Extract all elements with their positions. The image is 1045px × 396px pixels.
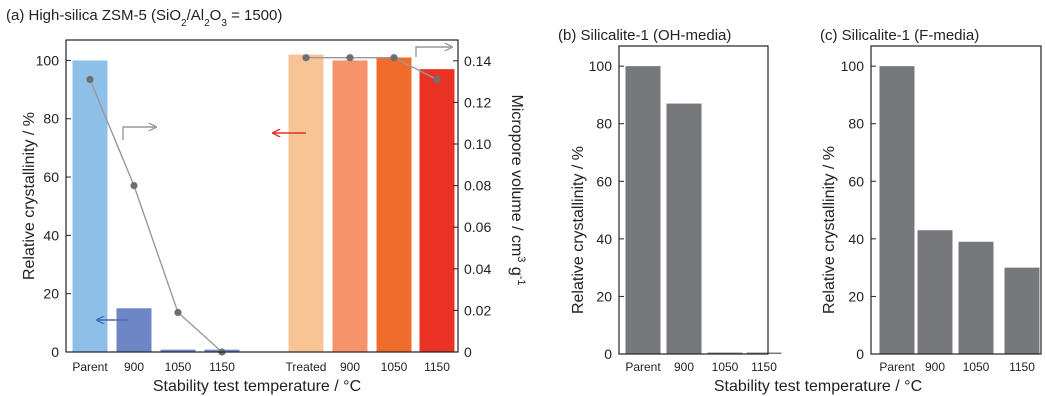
panel-c-ytick-label-3: 60: [848, 173, 864, 189]
panel-a-y2tick-label-1: 0.02: [464, 302, 491, 318]
panel-a-ytick-label-1: 20: [43, 286, 59, 302]
panel-b-plot: 0 20 40 60 80 100 Parent 900 1050 1150: [589, 45, 782, 374]
panel-b-bar-0: [625, 66, 661, 354]
right-axis-arrow-left-group: [122, 127, 156, 140]
panel-c-ytick-label-4: 80: [848, 116, 864, 132]
panel-a-y2tick-label-3: 0.06: [464, 219, 491, 235]
panel-a-bar-5: [332, 60, 368, 352]
panel-a: (a) High-silica ZSM-5 (SiO2/Al2O3 = 1500…: [6, 7, 527, 395]
panel-a-axes: 0 20 40 60 80 100 0 0.02 0.04 0.06 0.08 0.10 0.12 0.1…: [36, 39, 491, 374]
panel-a-ylabel: Relative crystallinity / %: [21, 112, 38, 280]
panel-b-bar-1: [666, 103, 702, 354]
panel-a-y2tick-label-4: 0.08: [464, 178, 491, 194]
panel-c-plot: 0 20 40 60 80 100 Parent 900 1050 1150: [841, 45, 1042, 374]
panel-b-ytick-label-1: 20: [596, 288, 612, 304]
panel-a-bars: [72, 54, 455, 353]
panel-c: (c) Silicalite-1 (F-media) 0 20 40 60 80 100 P…: [820, 27, 1042, 374]
panel-a-bar-1: [116, 308, 152, 352]
panel-b-frame: [618, 45, 769, 355]
panel-a-frame: [65, 39, 459, 353]
panel-c-xtick-label-3: 1150: [1009, 360, 1035, 374]
panel-b-xtick-label-3: 1150: [751, 360, 777, 374]
panel-c-xtick-label-1: 900: [925, 360, 945, 374]
panel-b-title: (b) Silicalite-1 (OH-media): [558, 27, 731, 44]
panel-c-xtick-label-2: 1050: [963, 360, 990, 374]
panel-a-ytick-label-0: 0: [51, 344, 59, 360]
panel-a-line-0-point-2: [174, 308, 182, 317]
panel-b-bar-2: [707, 352, 743, 354]
panel-b-ytick-label-5: 100: [589, 58, 613, 74]
panel-c-ytick-label-0: 0: [856, 346, 864, 362]
panel-a-bar-2: [160, 349, 196, 352]
right-axis-arrow-right-group: [415, 47, 452, 57]
panel-a-lines: [86, 54, 441, 356]
panel-c-bar-0: [879, 66, 915, 354]
panel-a-xtick-label-7: 1150: [424, 360, 450, 374]
panel-a-ytick-label-5: 100: [36, 52, 60, 68]
panel-a-arrows: [97, 47, 452, 320]
panel-c-frame: [870, 45, 1042, 355]
panel-b-ytick-label-0: 0: [604, 346, 612, 362]
panel-b-xtick-label-2: 1050: [712, 360, 739, 374]
panel-a-ytick-label-4: 80: [43, 111, 59, 127]
panel-a-line-1-point-1: [346, 54, 354, 62]
panel-b-ytick-label-4: 80: [596, 116, 612, 132]
panel-a-y2label: Micropore volume / cm3 g-1: [508, 94, 527, 285]
panel-c-ytick-label-1: 20: [848, 288, 864, 304]
panel-a-y2tick-label-7: 0.14: [464, 53, 491, 69]
panel-a-y2tick-label-6: 0.12: [464, 94, 491, 110]
panel-a-xtick-label-4: Treated: [286, 360, 327, 374]
panel-a-xtick-label-5: 900: [340, 360, 360, 374]
panel-c-bar-2: [958, 241, 994, 354]
panel-c-xtick-label-0: Parent: [879, 360, 915, 374]
panel-b-xtick-label-1: 900: [674, 360, 694, 374]
panel-a-y2tick-label-5: 0.10: [464, 136, 491, 152]
panel-a-line-1: [306, 56, 438, 81]
panel-a-line-1-point-2: [390, 54, 398, 62]
panel-b-ylabel: Relative crystallinity / %: [570, 146, 587, 314]
panel-b: (b) Silicalite-1 (OH-media) 0 20 40 60 80 100…: [558, 27, 922, 395]
panel-b-xlabel: Stability test temperature / °C: [714, 378, 922, 395]
panel-c-ylabel: Relative crystallinity / %: [821, 146, 838, 314]
panel-a-line-0: [89, 79, 223, 353]
panel-a-xtick-label-1: 900: [124, 360, 144, 374]
panel-b-xtick-label-0: Parent: [625, 360, 661, 374]
panel-b-bar-3: [746, 352, 782, 354]
panel-a-y2tick-label-0: 0: [464, 344, 472, 360]
panel-c-ytick-label-2: 40: [848, 231, 864, 247]
panel-a-xtick-label-2: 1050: [165, 360, 192, 374]
panel-c-bar-3: [1004, 267, 1040, 354]
panel-a-y2tick-label-2: 0.04: [464, 261, 491, 277]
panel-c-ytick-label-5: 100: [841, 58, 865, 74]
panel-a-xtick-label-0: Parent: [72, 360, 108, 374]
panel-a-line-0-point-1: [130, 182, 138, 190]
panel-a-ytick-label-2: 40: [43, 227, 59, 243]
panel-a-bar-0: [72, 60, 108, 352]
panel-a-xlabel: Stability test temperature / °C: [153, 378, 361, 395]
panel-b-ytick-label-2: 40: [596, 231, 612, 247]
panel-c-bar-1: [917, 230, 953, 354]
panel-a-line-1-point-0: [302, 54, 310, 62]
panel-a-ytick-label-3: 60: [43, 169, 59, 185]
panel-a-bar-6: [376, 57, 412, 352]
panel-a-line-0-point-0: [86, 75, 94, 84]
panel-a-title: (a) High-silica ZSM-5 (SiO2/Al2O3 = 1500…: [6, 7, 282, 29]
panel-a-xtick-label-6: 1050: [381, 360, 408, 374]
panel-a-line-1-point-3: [433, 75, 441, 84]
panel-a-bar-7: [419, 69, 455, 353]
panel-c-title: (c) Silicalite-1 (F-media): [820, 27, 979, 44]
panel-a-xtick-label-3: 1150: [209, 360, 235, 374]
panel-b-ytick-label-3: 60: [596, 173, 612, 189]
panel-a-bar-4: [288, 54, 324, 353]
